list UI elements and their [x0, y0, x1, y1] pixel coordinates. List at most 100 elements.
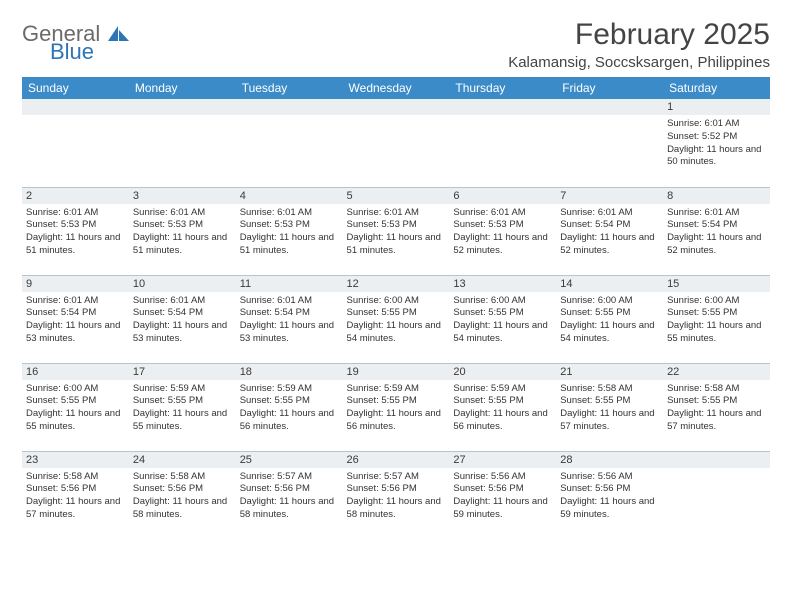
- daylight-text: Daylight: 11 hours and 53 minutes.: [240, 320, 339, 346]
- sunset-text: Sunset: 5:56 PM: [26, 483, 125, 496]
- sunset-text: Sunset: 5:56 PM: [240, 483, 339, 496]
- daylight-text: Daylight: 11 hours and 56 minutes.: [240, 408, 339, 434]
- day-number: 18: [236, 364, 343, 380]
- daylight-text: Daylight: 11 hours and 55 minutes.: [133, 408, 232, 434]
- sunrise-text: Sunrise: 5:59 AM: [347, 383, 446, 396]
- sunrise-text: Sunrise: 5:59 AM: [240, 383, 339, 396]
- sunset-text: Sunset: 5:53 PM: [347, 219, 446, 232]
- daylight-text: Daylight: 11 hours and 52 minutes.: [667, 232, 766, 258]
- sunrise-text: Sunrise: 5:57 AM: [347, 471, 446, 484]
- sunset-text: Sunset: 5:54 PM: [26, 307, 125, 320]
- weekday-header: Wednesday: [343, 77, 450, 99]
- sunset-text: Sunset: 5:53 PM: [240, 219, 339, 232]
- day-number: 5: [343, 188, 450, 204]
- weekday-header: Thursday: [449, 77, 556, 99]
- daylight-text: Daylight: 11 hours and 57 minutes.: [560, 408, 659, 434]
- calendar-cell: 3Sunrise: 6:01 AMSunset: 5:53 PMDaylight…: [129, 187, 236, 275]
- day-number: 19: [343, 364, 450, 380]
- calendar-cell: 23Sunrise: 5:58 AMSunset: 5:56 PMDayligh…: [22, 451, 129, 537]
- calendar-cell: [22, 99, 129, 187]
- calendar-cell: 22Sunrise: 5:58 AMSunset: 5:55 PMDayligh…: [663, 363, 770, 451]
- brand-sail-icon: [108, 24, 130, 46]
- day-details: Sunrise: 6:00 AMSunset: 5:55 PMDaylight:…: [22, 380, 129, 437]
- calendar-cell: 5Sunrise: 6:01 AMSunset: 5:53 PMDaylight…: [343, 187, 450, 275]
- day-details: Sunrise: 6:01 AMSunset: 5:53 PMDaylight:…: [236, 204, 343, 261]
- daylight-text: Daylight: 11 hours and 51 minutes.: [26, 232, 125, 258]
- sunrise-text: Sunrise: 6:01 AM: [133, 207, 232, 220]
- sunrise-text: Sunrise: 5:58 AM: [560, 383, 659, 396]
- sunrise-text: Sunrise: 6:01 AM: [453, 207, 552, 220]
- day-details: Sunrise: 5:58 AMSunset: 5:55 PMDaylight:…: [663, 380, 770, 437]
- daylight-text: Daylight: 11 hours and 53 minutes.: [133, 320, 232, 346]
- day-number: 25: [236, 452, 343, 468]
- calendar-cell: 1Sunrise: 6:01 AMSunset: 5:52 PMDaylight…: [663, 99, 770, 187]
- calendar-week-row: 9Sunrise: 6:01 AMSunset: 5:54 PMDaylight…: [22, 275, 770, 363]
- sunrise-text: Sunrise: 6:01 AM: [240, 207, 339, 220]
- day-details: Sunrise: 5:59 AMSunset: 5:55 PMDaylight:…: [343, 380, 450, 437]
- calendar-cell: 8Sunrise: 6:01 AMSunset: 5:54 PMDaylight…: [663, 187, 770, 275]
- daylight-text: Daylight: 11 hours and 55 minutes.: [667, 320, 766, 346]
- calendar-cell: 28Sunrise: 5:56 AMSunset: 5:56 PMDayligh…: [556, 451, 663, 537]
- sunset-text: Sunset: 5:56 PM: [453, 483, 552, 496]
- day-details: [343, 115, 450, 121]
- daylight-text: Daylight: 11 hours and 57 minutes.: [26, 496, 125, 522]
- calendar-cell: 12Sunrise: 6:00 AMSunset: 5:55 PMDayligh…: [343, 275, 450, 363]
- day-number: 8: [663, 188, 770, 204]
- calendar-cell: 7Sunrise: 6:01 AMSunset: 5:54 PMDaylight…: [556, 187, 663, 275]
- calendar-cell: 19Sunrise: 5:59 AMSunset: 5:55 PMDayligh…: [343, 363, 450, 451]
- sunrise-text: Sunrise: 6:00 AM: [667, 295, 766, 308]
- sunrise-text: Sunrise: 6:01 AM: [26, 207, 125, 220]
- day-details: Sunrise: 6:01 AMSunset: 5:53 PMDaylight:…: [449, 204, 556, 261]
- calendar-week-row: 2Sunrise: 6:01 AMSunset: 5:53 PMDaylight…: [22, 187, 770, 275]
- sunrise-text: Sunrise: 5:59 AM: [133, 383, 232, 396]
- calendar-cell: [663, 451, 770, 537]
- daylight-text: Daylight: 11 hours and 59 minutes.: [560, 496, 659, 522]
- sunrise-text: Sunrise: 5:56 AM: [560, 471, 659, 484]
- day-details: Sunrise: 5:59 AMSunset: 5:55 PMDaylight:…: [236, 380, 343, 437]
- sunset-text: Sunset: 5:54 PM: [560, 219, 659, 232]
- day-number: 2: [22, 188, 129, 204]
- weekday-header: Monday: [129, 77, 236, 99]
- sunset-text: Sunset: 5:55 PM: [347, 395, 446, 408]
- day-details: Sunrise: 5:57 AMSunset: 5:56 PMDaylight:…: [343, 468, 450, 525]
- calendar-cell: 26Sunrise: 5:57 AMSunset: 5:56 PMDayligh…: [343, 451, 450, 537]
- daylight-text: Daylight: 11 hours and 59 minutes.: [453, 496, 552, 522]
- daylight-text: Daylight: 11 hours and 52 minutes.: [560, 232, 659, 258]
- brand-text: General Blue: [22, 24, 130, 63]
- day-number: 28: [556, 452, 663, 468]
- daylight-text: Daylight: 11 hours and 52 minutes.: [453, 232, 552, 258]
- day-details: Sunrise: 6:01 AMSunset: 5:52 PMDaylight:…: [663, 115, 770, 172]
- sunrise-text: Sunrise: 6:00 AM: [453, 295, 552, 308]
- sunset-text: Sunset: 5:54 PM: [667, 219, 766, 232]
- day-number: 17: [129, 364, 236, 380]
- day-number: 14: [556, 276, 663, 292]
- day-number: 16: [22, 364, 129, 380]
- day-details: [22, 115, 129, 121]
- calendar-cell: 27Sunrise: 5:56 AMSunset: 5:56 PMDayligh…: [449, 451, 556, 537]
- daylight-text: Daylight: 11 hours and 58 minutes.: [240, 496, 339, 522]
- day-number: 21: [556, 364, 663, 380]
- day-details: Sunrise: 5:58 AMSunset: 5:55 PMDaylight:…: [556, 380, 663, 437]
- sunset-text: Sunset: 5:55 PM: [453, 395, 552, 408]
- day-number: 22: [663, 364, 770, 380]
- calendar-cell: 6Sunrise: 6:01 AMSunset: 5:53 PMDaylight…: [449, 187, 556, 275]
- weekday-header: Tuesday: [236, 77, 343, 99]
- daylight-text: Daylight: 11 hours and 58 minutes.: [133, 496, 232, 522]
- sunrise-text: Sunrise: 6:00 AM: [560, 295, 659, 308]
- sunrise-text: Sunrise: 5:58 AM: [26, 471, 125, 484]
- sunset-text: Sunset: 5:55 PM: [26, 395, 125, 408]
- calendar-week-row: 16Sunrise: 6:00 AMSunset: 5:55 PMDayligh…: [22, 363, 770, 451]
- day-number: 1: [663, 99, 770, 115]
- calendar-body: 1Sunrise: 6:01 AMSunset: 5:52 PMDaylight…: [22, 99, 770, 537]
- sunrise-text: Sunrise: 6:00 AM: [347, 295, 446, 308]
- sunset-text: Sunset: 5:53 PM: [453, 219, 552, 232]
- calendar-cell: 24Sunrise: 5:58 AMSunset: 5:56 PMDayligh…: [129, 451, 236, 537]
- day-details: Sunrise: 5:56 AMSunset: 5:56 PMDaylight:…: [556, 468, 663, 525]
- day-details: Sunrise: 5:58 AMSunset: 5:56 PMDaylight:…: [129, 468, 236, 525]
- calendar-cell: 18Sunrise: 5:59 AMSunset: 5:55 PMDayligh…: [236, 363, 343, 451]
- day-details: Sunrise: 6:01 AMSunset: 5:53 PMDaylight:…: [343, 204, 450, 261]
- calendar-cell: 17Sunrise: 5:59 AMSunset: 5:55 PMDayligh…: [129, 363, 236, 451]
- sunset-text: Sunset: 5:53 PM: [133, 219, 232, 232]
- calendar-week-row: 23Sunrise: 5:58 AMSunset: 5:56 PMDayligh…: [22, 451, 770, 537]
- daylight-text: Daylight: 11 hours and 50 minutes.: [667, 144, 766, 170]
